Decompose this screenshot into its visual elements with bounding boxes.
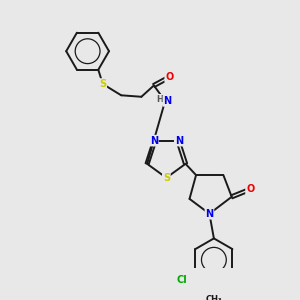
Text: N: N xyxy=(150,136,158,146)
Text: S: S xyxy=(163,173,170,183)
Text: N: N xyxy=(175,136,183,146)
Text: H: H xyxy=(157,94,164,103)
Text: S: S xyxy=(99,79,106,89)
Text: CH₃: CH₃ xyxy=(206,295,222,300)
Text: O: O xyxy=(246,184,254,194)
Text: N: N xyxy=(206,209,214,219)
Text: N: N xyxy=(164,96,172,106)
Text: O: O xyxy=(165,72,173,82)
Text: Cl: Cl xyxy=(176,275,187,285)
